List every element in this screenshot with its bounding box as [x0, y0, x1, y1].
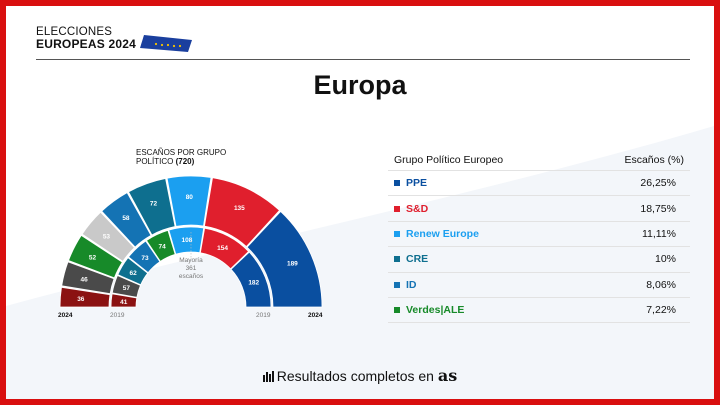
seat-label-2019-2: 62 [129, 270, 137, 277]
group-name: Verdes|ALE [394, 304, 464, 316]
seat-arc-2019-0 [110, 293, 138, 308]
seat-percentage: 8,06% [646, 278, 676, 291]
label-2024-right: 2024 [308, 312, 323, 319]
seat-arc-2024-6 [166, 175, 212, 227]
color-swatch-icon [394, 180, 400, 187]
majority-line2: 361 [186, 265, 197, 272]
seat-label-2024-4: 58 [122, 215, 130, 222]
seat-arc-2019-1 [111, 275, 141, 298]
hemicycle-chart: ESCAÑOS POR GRUPO POLÍTICO (720) 36 46 52 5… [52, 146, 332, 326]
seat-arc-2019-4 [145, 229, 176, 262]
seat-label-2024-6: 80 [186, 194, 194, 201]
seat-label-2024-0: 36 [77, 296, 85, 303]
seat-label-2019-1: 57 [123, 285, 131, 292]
seat-arc-2024-5 [127, 178, 176, 236]
results-table: Grupo Político Europeo Escaños (%) PPE 26… [388, 150, 690, 324]
brand-logo: ELECCIONES EUROPEAS 2024 [36, 26, 136, 50]
color-swatch-icon [394, 256, 400, 263]
chart-caption: ESCAÑOS POR GRUPO POLÍTICO (720) [136, 148, 256, 166]
group-name: ID [394, 279, 417, 291]
table-row: CRE 10% [388, 247, 690, 273]
seat-label-2019-4: 74 [159, 243, 167, 250]
seat-label-2019-7: 182 [248, 280, 259, 287]
seat-arc-2024-8 [246, 210, 323, 308]
label-2019-right: 2019 [256, 312, 271, 319]
seat-label-2024-5: 72 [150, 201, 158, 208]
seat-arc-2024-7 [204, 177, 281, 248]
color-swatch-icon [394, 307, 400, 314]
seat-arc-2019-3 [127, 240, 161, 274]
color-swatch-icon [394, 230, 400, 237]
seat-percentage: 18,75% [640, 202, 676, 215]
table-row: S&D 18,75% [388, 196, 690, 222]
seat-label-2019-0: 41 [120, 299, 128, 306]
header-group: Grupo Político Europeo [394, 154, 504, 166]
footer-text: Resultados completos en [276, 368, 434, 384]
group-label: S&D [406, 202, 429, 215]
seat-percentage: 7,22% [646, 304, 676, 317]
table-body: PPE 26,25% S&D 18,75% Renew Europe 11,11% CRE 1… [388, 171, 690, 324]
chart-caption-text: ESCAÑOS POR GRUPO POLÍTICO [136, 148, 227, 166]
label-2019-left: 2019 [110, 312, 125, 319]
seat-arc-2024-2 [68, 234, 123, 279]
seat-arc-2019-2 [117, 257, 149, 286]
seat-arc-2019-7 [230, 251, 272, 308]
label-2024-left: 2024 [58, 312, 73, 319]
group-label: CRE [406, 253, 429, 266]
group-label: PPE [406, 177, 428, 190]
seat-percentage: 11,11% [641, 227, 676, 240]
seat-label-2024-8: 189 [287, 261, 298, 268]
seat-arc-2024-0 [59, 286, 111, 308]
seat-label-2024-3: 53 [103, 233, 111, 240]
footer-link[interactable]: Resultados completos en as [6, 366, 714, 385]
chart-caption-total: (720) [175, 157, 195, 166]
table-row: PPE 26,25% [388, 171, 690, 197]
seat-arc-2024-1 [61, 261, 115, 295]
table-row: Verdes|ALE 7,22% [388, 298, 690, 324]
seat-label-2024-7: 135 [234, 205, 245, 212]
background-wave [6, 126, 714, 399]
group-name: Renew Europe [394, 228, 479, 240]
seat-arc-2019-6 [199, 227, 250, 270]
table-row: ID 8,06% [388, 273, 690, 298]
group-label: Verdes|ALE [406, 304, 465, 317]
page-title: Europa [313, 70, 407, 100]
seat-arc-2024-4 [101, 192, 152, 248]
seat-label-2024-1: 46 [81, 276, 89, 283]
group-label: Renew Europe [406, 227, 479, 240]
arcs-group: 36 46 52 53 58 72 80 135 189 41 57 62 73 74 108 154 182 [59, 175, 323, 308]
seat-arc-2019-5 [168, 226, 205, 255]
group-name: CRE [394, 253, 428, 265]
header-seats: Escaños (%) [624, 154, 684, 166]
color-swatch-icon [394, 205, 400, 212]
brand-line1: ELECCIONES [36, 26, 113, 38]
seat-label-2019-5: 108 [181, 237, 192, 244]
header: ELECCIONES EUROPEAS 2024 [36, 26, 690, 60]
majority-line3: escaños [179, 273, 204, 280]
seat-label-2019-3: 73 [141, 255, 149, 262]
seat-percentage: 10% [654, 253, 676, 266]
seat-percentage: 26,25% [640, 177, 676, 190]
group-label: ID [406, 278, 417, 291]
brand-line2: EUROPEAS 2024 [36, 37, 136, 51]
bar-chart-icon [262, 371, 274, 382]
majority-line1: Mayoría [179, 257, 203, 264]
table-row: Renew Europe 11,11% [388, 222, 690, 248]
group-name: S&D [394, 203, 428, 215]
table-header: Grupo Político Europeo Escaños (%) [388, 150, 690, 171]
seat-arc-2024-3 [81, 211, 135, 262]
seat-label-2019-6: 154 [217, 245, 228, 252]
eu-flag-icon [140, 35, 192, 52]
color-swatch-icon [394, 281, 400, 288]
hemicycle-svg: 364652535872801351894157627374108154182 … [58, 175, 323, 319]
seat-label-2024-2: 52 [89, 254, 97, 261]
group-name: PPE [394, 177, 427, 189]
as-logo: as [437, 366, 458, 385]
